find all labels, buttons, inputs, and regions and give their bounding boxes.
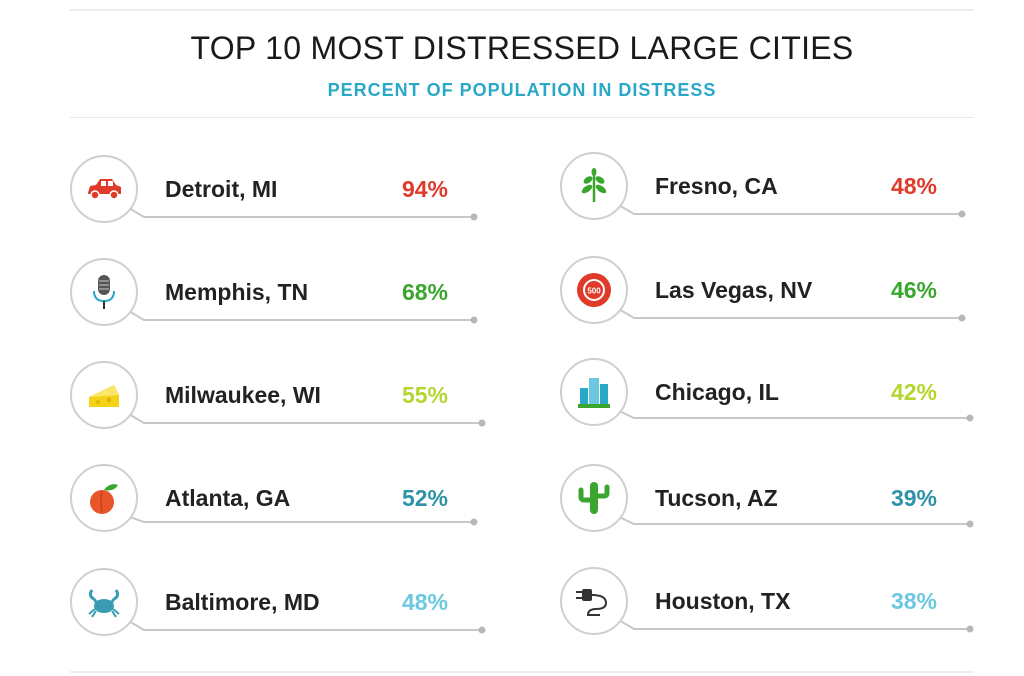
- percent-label: 48%: [401, 589, 448, 615]
- city-item: Atlanta, GA 52%: [70, 464, 500, 554]
- connector-line: [126, 412, 486, 427]
- percent-label: 42%: [890, 379, 937, 405]
- city-name: Houston, TX: [655, 588, 791, 614]
- city-item: Memphis, TN 68%: [70, 258, 500, 348]
- connector-line: [126, 206, 478, 221]
- percent-label: 39%: [890, 485, 937, 511]
- city-name: Chicago, IL: [655, 379, 779, 405]
- connector-line: [126, 619, 486, 634]
- city-name: Atlanta, GA: [165, 485, 291, 511]
- header-divider: [70, 117, 974, 118]
- percent-label: 46%: [890, 277, 937, 303]
- city-item: Tucson, AZ 39%: [560, 464, 990, 554]
- connector-line: [616, 618, 974, 633]
- icon-badge: [560, 152, 628, 220]
- car-icon: [88, 179, 121, 200]
- plug-icon: [576, 589, 608, 616]
- city-name: Milwaukee, WI: [165, 382, 321, 408]
- icon-badge: [560, 567, 628, 635]
- crab-icon: [88, 589, 120, 618]
- cheese-icon: [89, 385, 119, 407]
- city-name: Fresno, CA: [655, 173, 778, 199]
- city-item: 500 Las Vegas, NV 46%: [560, 256, 990, 346]
- icon-badge: [560, 358, 628, 426]
- city-name: Detroit, MI: [165, 176, 278, 202]
- icon-badge: [70, 155, 138, 223]
- connector-line: [616, 203, 966, 218]
- top-divider: [70, 9, 974, 11]
- city-item: Milwaukee, WI 55%: [70, 361, 500, 451]
- icon-badge: [70, 258, 138, 326]
- skyline-icon: [578, 378, 610, 408]
- cactus-icon: [578, 482, 610, 514]
- city-item: Chicago, IL 42%: [560, 358, 990, 448]
- microphone-icon: [93, 275, 115, 309]
- city-item: Houston, TX 38%: [560, 567, 990, 657]
- icon-badge: [70, 568, 138, 636]
- city-name: Las Vegas, NV: [655, 277, 813, 303]
- percent-label: 48%: [890, 173, 937, 199]
- percent-label: 55%: [401, 382, 448, 408]
- percent-label: 38%: [890, 588, 937, 614]
- city-item: Fresno, CA 48%: [560, 152, 990, 242]
- chart-subtitle: PERCENT OF POPULATION IN DISTRESS: [327, 80, 717, 100]
- chart-title: TOP 10 MOST DISTRESSED LARGE CITIES: [190, 30, 854, 66]
- bottom-divider: [70, 671, 974, 673]
- connector-line: [616, 307, 966, 322]
- city-item: Detroit, MI 94%: [70, 155, 500, 245]
- peach-icon: [90, 484, 118, 514]
- city-name: Baltimore, MD: [165, 589, 320, 615]
- city-item: Baltimore, MD 48%: [70, 568, 500, 658]
- icon-badge: [560, 464, 628, 532]
- city-name: Memphis, TN: [165, 279, 309, 305]
- plant-icon: [581, 168, 607, 202]
- percent-label: 68%: [401, 279, 448, 305]
- connector-line: [126, 515, 478, 526]
- percent-label: 52%: [401, 485, 448, 511]
- connector-line: [616, 409, 974, 422]
- icon-badge: [70, 361, 138, 429]
- icon-badge: [70, 464, 138, 532]
- city-name: Tucson, AZ: [655, 485, 778, 511]
- chip-label: 500: [587, 287, 601, 296]
- poker-chip-icon: 500: [577, 273, 611, 307]
- icon-badge: 500: [560, 256, 628, 324]
- connector-line: [126, 309, 478, 324]
- connector-line: [616, 515, 974, 528]
- percent-label: 94%: [401, 176, 448, 202]
